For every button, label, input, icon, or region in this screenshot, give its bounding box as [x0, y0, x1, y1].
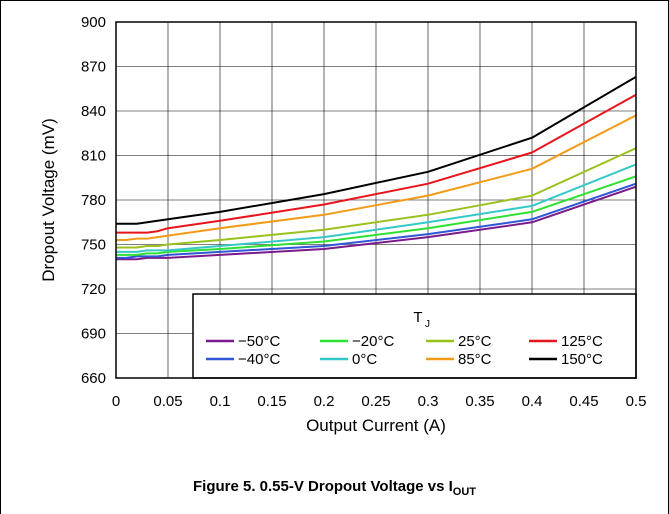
x-tick-label-5: 0.25: [361, 393, 390, 410]
legend-label-4: 25°C: [458, 333, 492, 350]
x-tick-label-6: 0.3: [418, 393, 439, 410]
dropout-voltage-chart: T J −50°C −20°C 25°C 125°C −40°C 0°C 85°C 150°C 0…: [39, 14, 647, 435]
y-tick-label-0: 660: [81, 370, 106, 387]
legend-label-5: 85°C: [458, 351, 492, 368]
x-axis-title: Output Current (A): [306, 416, 446, 435]
y-tick-label-5: 810: [81, 148, 106, 165]
series-line-0: [116, 185, 637, 261]
x-tick-label-10: 0.5: [626, 393, 647, 410]
series-line-6: [116, 93, 637, 234]
series-line-3: [116, 163, 637, 253]
legend-title: T: [413, 309, 422, 326]
figure-caption: Figure 5. 0.55-V Dropout Voltage vs IOUT: [0, 478, 669, 498]
y-tick-label-6: 840: [81, 103, 106, 120]
x-tick-label-8: 0.4: [522, 393, 543, 410]
x-tick-label-3: 0.15: [257, 393, 286, 410]
y-tick-label-7: 870: [81, 59, 106, 76]
series-lines: [116, 76, 637, 261]
legend-label-6: 125°C: [561, 333, 603, 350]
y-tick-label-3: 750: [81, 237, 106, 254]
y-tick-label-2: 720: [81, 281, 106, 298]
legend-title-subscript: J: [425, 319, 430, 330]
series-line-4: [116, 147, 637, 249]
series-line-5: [116, 114, 637, 241]
legend-label-3: 0°C: [352, 351, 377, 368]
y-tick-label-4: 780: [81, 192, 106, 209]
legend-label-7: 150°C: [561, 351, 603, 368]
legend-label-1: −40°C: [238, 351, 280, 368]
y-axis-title: Dropout Voltage (mV): [39, 118, 58, 281]
legend-label-0: −50°C: [238, 333, 280, 350]
x-tick-label-1: 0.05: [153, 393, 182, 410]
series-line-1: [116, 182, 637, 259]
x-tick-labels: 0 0.05 0.1 0.15 0.2 0.25 0.3 0.35 0.4 0.45 0.5: [112, 393, 647, 410]
series-line-7: [116, 76, 637, 225]
x-tick-label-4: 0.2: [314, 393, 335, 410]
x-tick-label-9: 0.45: [569, 393, 598, 410]
legend: T J −50°C −20°C 25°C 125°C −40°C 0°C 85°C 150°C: [192, 293, 637, 379]
plot-area-border: [115, 21, 637, 379]
caption-subscript: OUT: [452, 486, 476, 498]
x-tick-label-0: 0: [112, 393, 120, 410]
caption-text: Figure 5. 0.55-V Dropout Voltage vs I: [192, 478, 453, 495]
x-tick-label-7: 0.35: [465, 393, 494, 410]
series-line-2: [116, 175, 637, 256]
y-tick-label-1: 690: [81, 326, 106, 343]
legend-box: [192, 293, 637, 379]
y-tick-labels: 660 690 720 750 780 810 840 870 900: [81, 14, 106, 387]
legend-label-2: −20°C: [352, 333, 394, 350]
x-tick-label-2: 0.1: [210, 393, 231, 410]
y-tick-label-8: 900: [81, 14, 106, 31]
